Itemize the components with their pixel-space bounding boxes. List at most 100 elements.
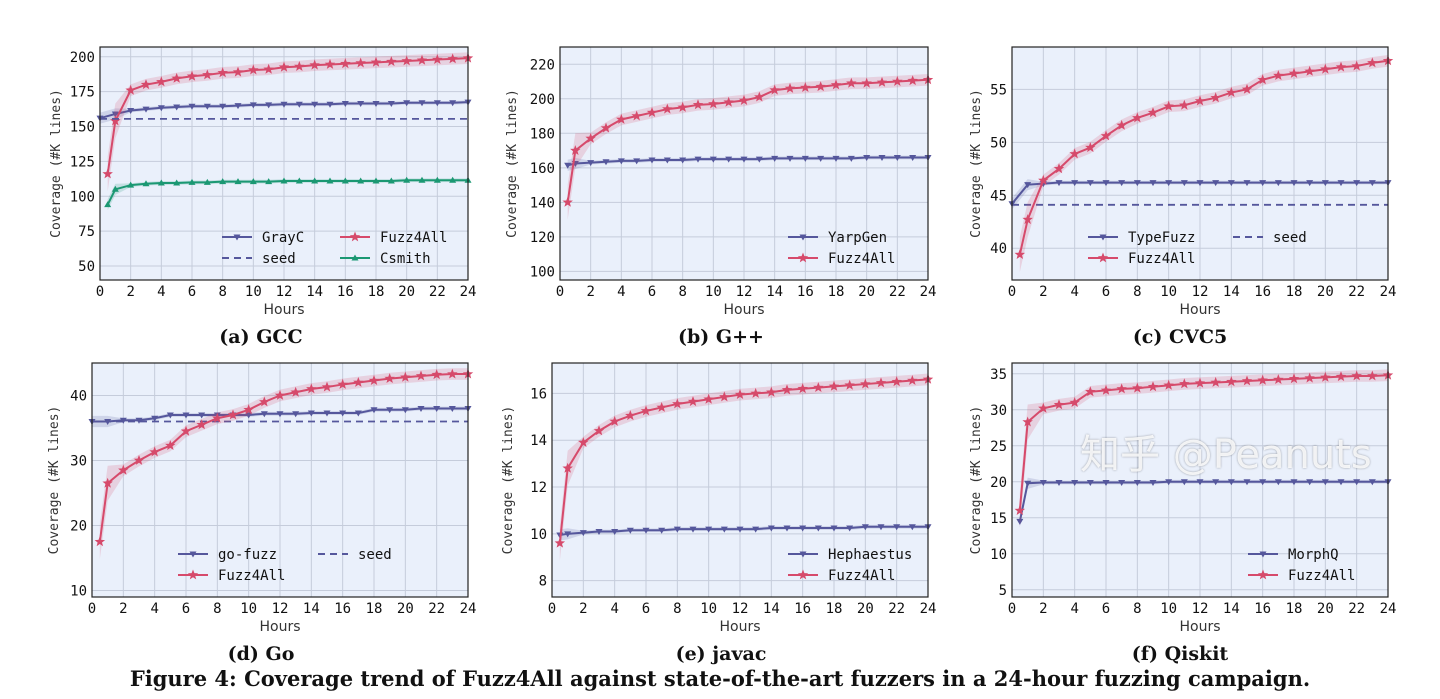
data-point-Hephaestus <box>579 530 587 537</box>
data-point-MorphQ <box>1290 479 1298 486</box>
legend-label: Fuzz4All <box>380 230 447 246</box>
y-tick-label: 10 <box>70 584 87 600</box>
x-axis-label: Hours <box>719 619 760 635</box>
y-tick-label: 30 <box>990 403 1007 419</box>
x-tick-label: 2 <box>126 284 134 300</box>
y-tick-label: 100 <box>70 189 95 205</box>
data-point-Fuzz4All <box>1335 61 1347 72</box>
data-point-GrayC <box>173 104 181 111</box>
data-point-TypeFuzz <box>1149 180 1157 187</box>
legend-marker <box>351 254 359 261</box>
data-point-GrayC <box>219 103 227 110</box>
data-point-Fuzz4All <box>656 402 667 412</box>
figure-caption: Figure 4: Coverage trend of Fuzz4All aga… <box>129 666 1311 691</box>
x-tick-label: 16 <box>1254 601 1271 617</box>
data-point-TypeFuzz <box>1274 180 1282 187</box>
data-point-Fuzz4All <box>625 410 636 421</box>
data-point-Fuzz4All <box>797 383 808 394</box>
x-tick-label: 22 <box>888 601 905 617</box>
data-point-MorphQ <box>1227 479 1235 486</box>
data-point-Csmith <box>433 176 441 183</box>
data-point-Fuzz4All <box>133 455 145 465</box>
data-point-Fuzz4All <box>1069 148 1080 159</box>
data-point-go-fuzz <box>401 407 409 414</box>
legend-label: seed <box>1273 230 1307 246</box>
legend-marker <box>187 569 199 580</box>
y-tick-label: 100 <box>530 264 555 280</box>
caption-e: (e) javac <box>675 643 767 665</box>
plot-frame <box>99 46 469 281</box>
y-tick-label: 45 <box>990 188 1007 204</box>
data-point-GrayC <box>234 103 242 110</box>
data-point-Hephaestus <box>564 531 572 538</box>
x-tick-label: 16 <box>337 284 354 300</box>
x-tick-label: 12 <box>276 284 293 300</box>
x-axis-label: Hours <box>723 302 764 318</box>
data-point-YarpGen <box>909 154 917 161</box>
data-point-Hephaestus <box>861 524 869 531</box>
data-point-Fuzz4All <box>738 95 750 105</box>
data-point-TypeFuzz <box>1086 180 1094 187</box>
data-point-go-fuzz <box>182 412 190 419</box>
x-tick-label: 18 <box>1286 284 1303 300</box>
data-point-Fuzz4All <box>1288 68 1300 78</box>
data-point-Fuzz4All <box>227 409 239 420</box>
legend-label: GrayC <box>262 230 304 246</box>
y-tick-label: 20 <box>70 519 87 535</box>
data-point-Fuzz4All <box>1022 214 1033 225</box>
data-point-go-fuzz <box>370 407 378 414</box>
data-point-go-fuzz <box>433 406 441 412</box>
legend-marker <box>349 231 361 242</box>
plot-frame <box>1011 362 1389 598</box>
data-point-Hephaestus <box>877 524 885 531</box>
x-tick-label: 4 <box>617 284 625 300</box>
data-point-Csmith <box>403 176 411 183</box>
legend-label: go-fuzz <box>218 547 277 563</box>
y-tick-label: 120 <box>530 230 555 246</box>
x-tick-label: 16 <box>334 601 351 617</box>
data-point-Fuzz4All <box>1038 174 1049 185</box>
confidence-band <box>1019 54 1388 273</box>
subplot-5: 0 2 4 6 8 10 12 14 16 18 20 22 245101520253035HoursC… <box>969 362 1396 635</box>
data-point-Fuzz4All <box>171 72 182 83</box>
data-point-Fuzz4All <box>662 103 673 114</box>
data-point-MorphQ <box>1086 480 1094 487</box>
x-tick-label: 2 <box>579 601 587 617</box>
x-tick-label: 16 <box>794 601 811 617</box>
subplot-4: 0 2 4 6 8 10 12 14 16 18 20 22 24810121416HoursCover… <box>501 362 936 635</box>
legend-label: Fuzz4All <box>1128 251 1195 267</box>
x-tick-label: 2 <box>1039 284 1047 300</box>
data-point-Fuzz4All <box>400 371 411 382</box>
legend-label: Fuzz4All <box>828 251 895 267</box>
data-point-Fuzz4All <box>719 391 730 402</box>
y-tick-label: 30 <box>70 454 87 470</box>
data-point-TypeFuzz <box>1368 180 1376 187</box>
legend-marker <box>1099 234 1107 241</box>
data-point-Fuzz4All <box>94 536 106 547</box>
legend-label: Fuzz4All <box>828 568 895 584</box>
data-point-Fuzz4All <box>578 437 589 447</box>
data-point-TypeFuzz <box>1133 180 1141 187</box>
y-axis-label: Coverage (#K lines) <box>501 406 516 555</box>
x-tick-label: 20 <box>1317 284 1334 300</box>
data-point-TypeFuzz <box>1353 180 1361 187</box>
caption-c: (c) CVC5 <box>1132 326 1228 348</box>
x-tick-label: 2 <box>1039 601 1047 617</box>
data-point-Fuzz4All <box>1273 374 1284 384</box>
data-point-Fuzz4All <box>907 75 918 86</box>
data-point-Fuzz4All <box>180 425 192 436</box>
data-point-Hephaestus <box>720 526 728 533</box>
data-point-MorphQ <box>1024 480 1032 487</box>
y-tick-label: 220 <box>530 57 555 73</box>
data-point-Fuzz4All <box>447 53 458 64</box>
data-point-Fuzz4All <box>1132 112 1143 123</box>
x-tick-label: 6 <box>648 284 656 300</box>
data-point-Fuzz4All <box>1100 130 1112 141</box>
x-tick-label: 6 <box>182 601 190 617</box>
data-point-Fuzz4All <box>766 386 777 397</box>
data-point-Fuzz4All <box>1367 370 1378 381</box>
data-point-GrayC <box>311 101 319 108</box>
y-tick-label: 12 <box>530 480 547 496</box>
legend-label: Fuzz4All <box>218 568 285 584</box>
data-point-Csmith <box>234 178 242 185</box>
